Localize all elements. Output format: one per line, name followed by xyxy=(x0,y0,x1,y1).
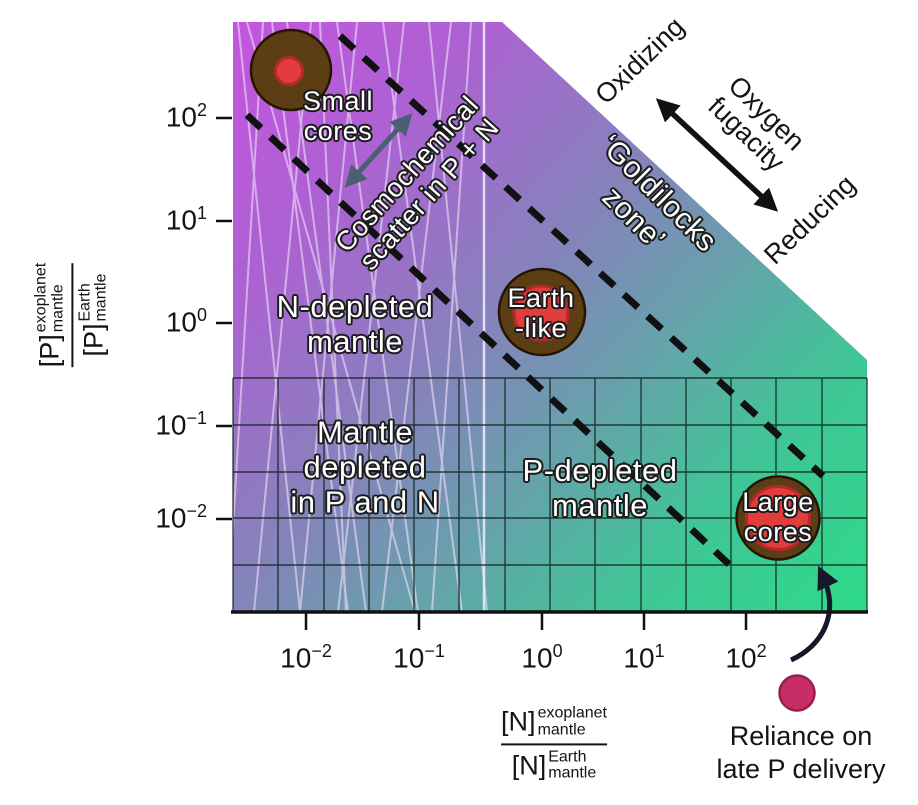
label-earth-like: Earth -like xyxy=(507,283,575,343)
label-mantle-depleted-p-n: Mantle depleted in P and N xyxy=(290,414,440,520)
x-tick-1e0: 100 xyxy=(521,641,563,674)
fraction-bar xyxy=(501,743,607,745)
label-small-cores: Small cores xyxy=(302,86,374,146)
y-tick-1e1: 101 xyxy=(165,203,207,236)
y-axis-label: [P] exoplanet mantle [P] Earth mantle xyxy=(32,262,110,368)
x-tick-1e2: 102 xyxy=(725,641,767,674)
planet-earth-like xyxy=(497,267,587,357)
reliance-arrow xyxy=(789,565,839,663)
reliance-dot xyxy=(778,674,816,712)
axis-ticks xyxy=(216,116,748,630)
label-large-cores: Large cores xyxy=(742,487,814,547)
goldilocks-dashed-lines xyxy=(244,33,826,571)
y-tick-1e-2: 10−2 xyxy=(155,501,207,534)
label-reliance-late-p: Reliance on late P delivery xyxy=(716,721,886,784)
x-tick-1e1: 101 xyxy=(623,641,665,674)
y-tick-1e-1: 10−1 xyxy=(155,408,207,441)
y-tick-1e2: 102 xyxy=(165,100,207,133)
x-axis-label: [N] exoplanet mantle [N] Earth mantle xyxy=(501,704,607,782)
planet-small-cores xyxy=(249,28,333,112)
label-n-depleted-mantle: N-depleted mantle xyxy=(276,289,434,359)
x-tick-1e-2: 10−2 xyxy=(280,641,332,674)
x-tick-1e-1: 10−1 xyxy=(393,641,445,674)
label-p-depleted-mantle: P-depleted mantle xyxy=(522,453,678,523)
y-tick-1e0: 100 xyxy=(165,305,207,338)
cosmo-scatter-arrow xyxy=(344,113,413,188)
planet-large-cores xyxy=(735,475,821,561)
fraction-bar xyxy=(71,262,73,368)
oxygen-fugacity-arrow xyxy=(655,98,779,212)
